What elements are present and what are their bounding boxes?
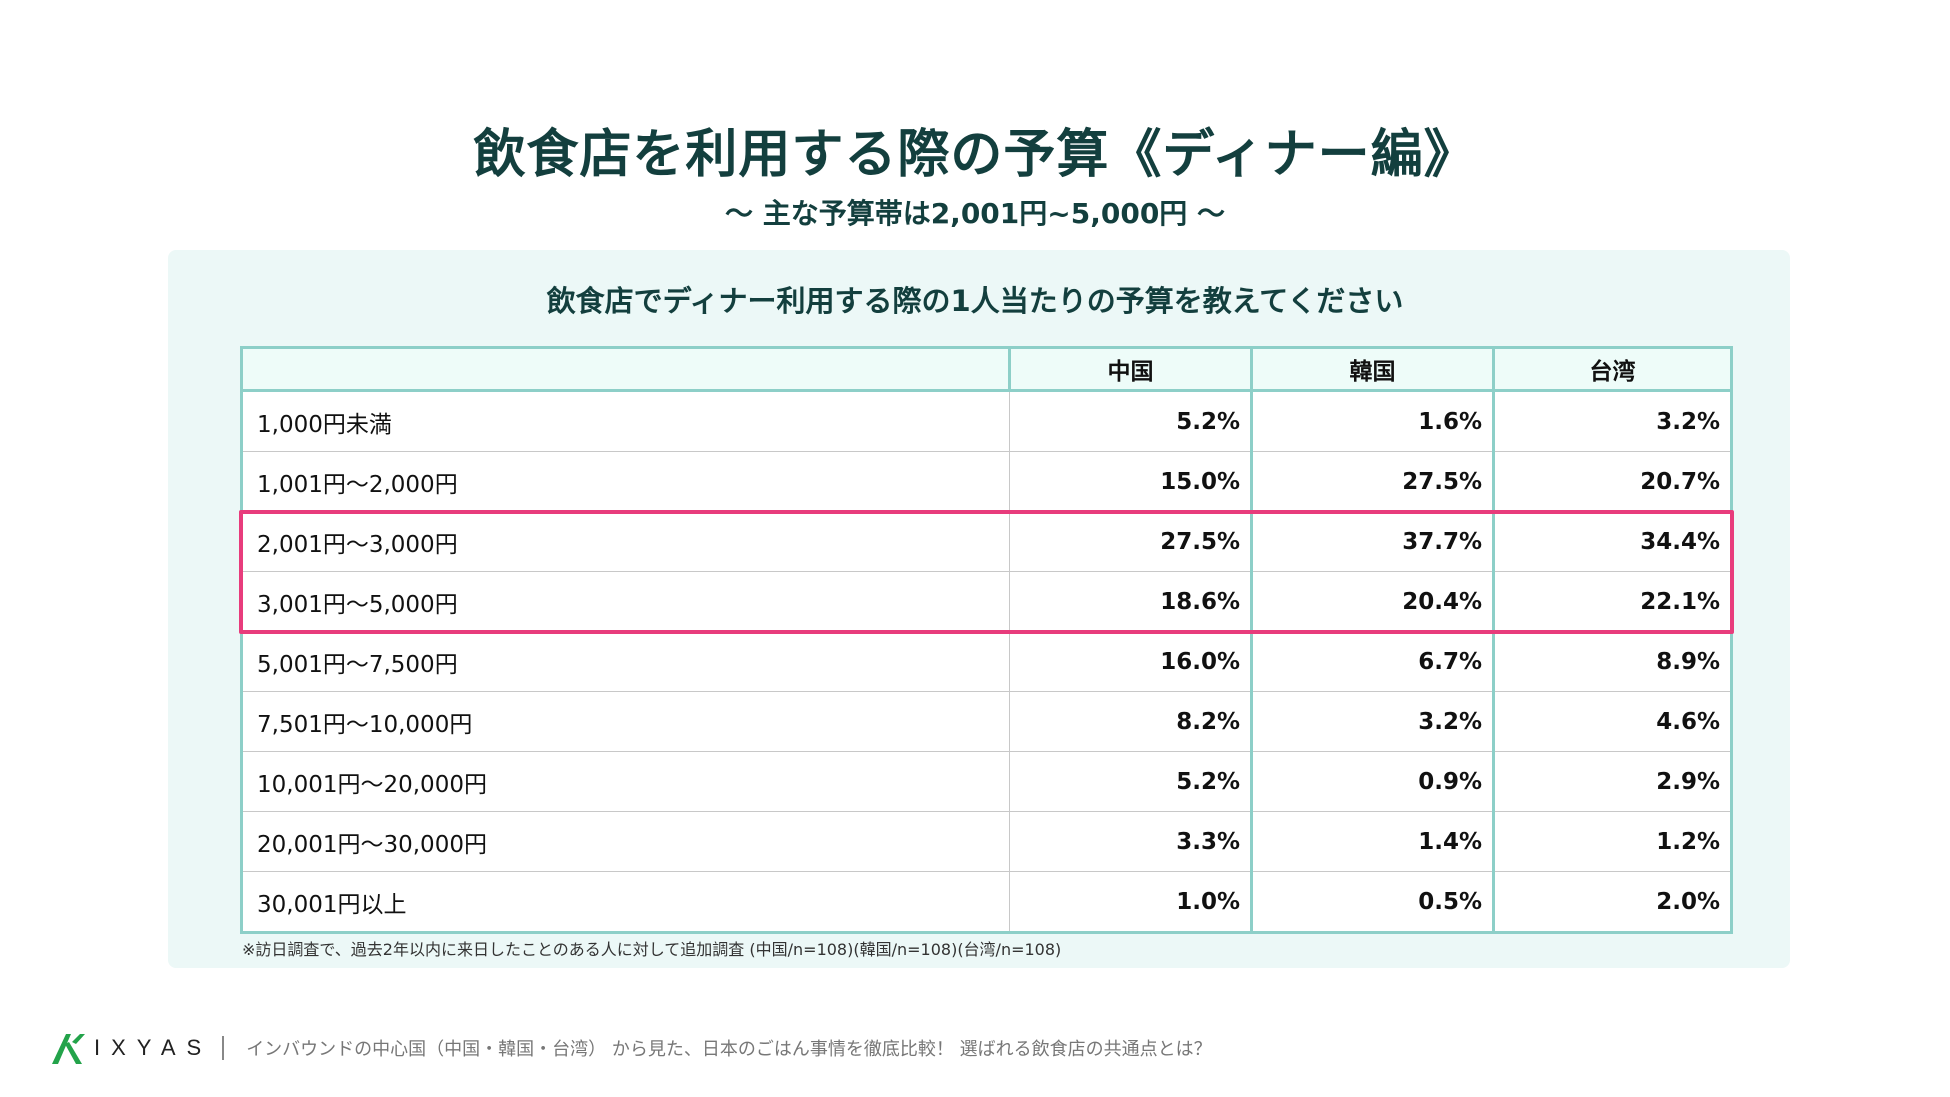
row-label: 1,001円〜2,000円: [241, 451, 1010, 512]
value-china: 27.5%: [1009, 511, 1252, 572]
footer: IXYAS インバウンドの中心国（中国・韓国・台湾） から見た、日本のごはん事情…: [50, 1028, 1212, 1068]
row-label: 20,001円〜30,000円: [241, 811, 1010, 872]
table-row: 2,001円〜3,000円 27.5% 37.7% 34.4%: [241, 511, 1732, 572]
value-korea: 37.7%: [1250, 511, 1494, 572]
row-label: 1,000円未満: [241, 390, 1010, 452]
value-taiwan: 22.1%: [1492, 571, 1732, 632]
row-label: 10,001円〜20,000円: [241, 751, 1010, 812]
header-empty: [241, 347, 1010, 392]
value-korea: 0.5%: [1250, 871, 1494, 933]
table-row: 30,001円以上 1.0% 0.5% 2.0%: [242, 871, 1732, 933]
row-label: 5,001円〜7,500円: [241, 631, 1010, 692]
table-row: 3,001円〜5,000円 18.6% 20.4% 22.1%: [241, 571, 1732, 632]
survey-question: 飲食店でディナー利用する際の1人当たりの予算を教えてください: [546, 284, 1404, 318]
value-korea: 1.6%: [1250, 390, 1494, 452]
table-row: 10,001円〜20,000円 5.2% 0.9% 2.9%: [241, 751, 1732, 812]
table-row: 1,001円〜2,000円 15.0% 27.5% 20.7%: [241, 451, 1732, 512]
value-korea: 6.7%: [1250, 631, 1494, 692]
value-taiwan: 4.6%: [1492, 691, 1732, 752]
value-korea: 27.5%: [1250, 451, 1494, 512]
value-taiwan: 20.7%: [1492, 451, 1732, 512]
logo-text: IXYAS: [94, 1035, 213, 1060]
table-row: 1,000円未満 5.2% 1.6% 3.2%: [241, 390, 1732, 452]
page-subtitle: 〜 主な予算帯は2,001円~5,000円 〜: [724, 197, 1226, 230]
row-label: 30,001円以上: [257, 891, 407, 918]
budget-table: 中国 韓国 台湾 1,000円未満 5.2% 1.6% 3.2% 1,001円〜2,00…: [240, 346, 1733, 934]
value-taiwan: 8.9%: [1492, 631, 1732, 692]
row-label: 2,001円〜3,000円: [241, 511, 1010, 572]
page-title: 飲食店を利用する際の予算《ディナー編》: [473, 125, 1477, 185]
value-taiwan: 3.2%: [1492, 390, 1732, 452]
value-korea: 20.4%: [1250, 571, 1494, 632]
value-china: 1.0%: [1009, 871, 1252, 933]
header-china: 中国: [1008, 347, 1252, 392]
highlight-box: [239, 509, 1734, 634]
value-china: 3.3%: [1009, 811, 1252, 872]
row-label: 7,501円〜10,000円: [241, 691, 1010, 752]
value-korea: 1.4%: [1250, 811, 1494, 872]
value-china: 5.2%: [1009, 751, 1252, 812]
row-label: 3,001円〜5,000円: [241, 571, 1010, 632]
value-korea: 3.2%: [1250, 691, 1494, 752]
value-taiwan: 34.4%: [1492, 511, 1732, 572]
value-china: 18.6%: [1009, 571, 1252, 632]
value-china: 5.2%: [1009, 390, 1252, 452]
value-korea: 0.9%: [1250, 751, 1494, 812]
header-taiwan: 台湾: [1492, 347, 1732, 392]
footnote: ※訪日調査で、過去2年以内に来日したことのある人に対して追加調査 (中国/n=1…: [242, 940, 1062, 959]
value-taiwan: 1.2%: [1492, 811, 1732, 872]
table-row: 7,501円〜10,000円 8.2% 3.2% 4.6%: [241, 691, 1732, 752]
footer-text: インバウンドの中心国（中国・韓国・台湾） から見た、日本のごはん事情を徹底比較！…: [246, 1039, 1212, 1060]
value-taiwan: 2.0%: [1492, 871, 1732, 933]
ixyas-logo-icon: [52, 1034, 85, 1064]
table-header-row: 中国 韓国 台湾: [241, 347, 1732, 392]
value-china: 8.2%: [1009, 691, 1252, 752]
table-row: 20,001円〜30,000円 3.3% 1.4% 1.2%: [241, 811, 1732, 872]
value-china: 15.0%: [1009, 451, 1252, 512]
value-china: 16.0%: [1009, 631, 1252, 692]
footer-divider: [222, 1036, 225, 1060]
header-korea: 韓国: [1250, 347, 1494, 392]
value-taiwan: 2.9%: [1492, 751, 1732, 812]
table-row: 5,001円〜7,500円 16.0% 6.7% 8.9%: [241, 631, 1732, 692]
